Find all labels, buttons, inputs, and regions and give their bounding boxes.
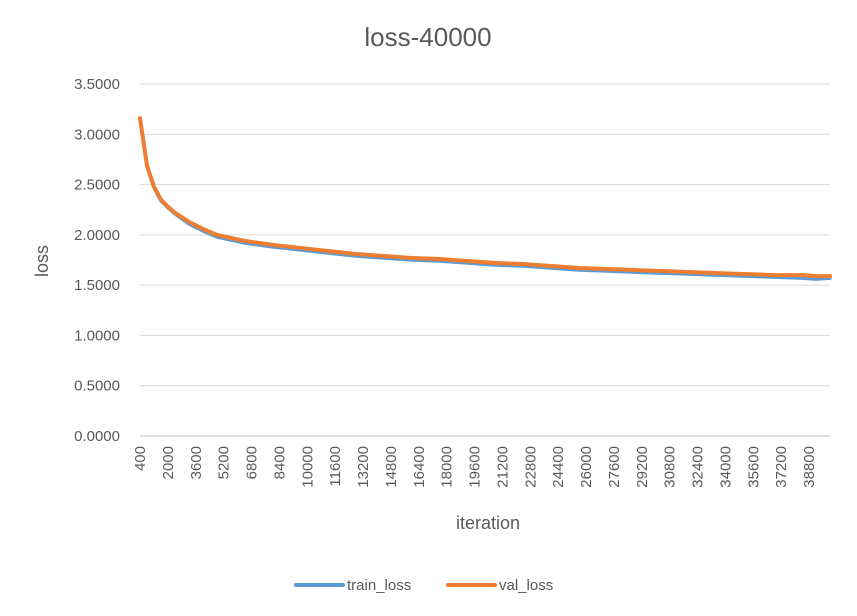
- x-tick-label: 18000: [439, 446, 456, 488]
- y-axis-title: loss: [32, 245, 52, 277]
- x-tick-label: 16400: [411, 446, 428, 488]
- x-tick-label: 27600: [606, 446, 623, 488]
- chart-legend: train_loss val_loss: [294, 577, 553, 594]
- x-tick-label: 21200: [494, 446, 511, 488]
- x-tick-label: 32400: [690, 446, 707, 488]
- x-tick-label: 30800: [662, 446, 679, 488]
- x-tick-label: 8400: [271, 446, 288, 479]
- x-tick-label: 400: [132, 446, 149, 471]
- x-tick-label: 38800: [801, 446, 818, 488]
- series-line-val-loss: [138, 116, 832, 279]
- y-tick-label: 3.5000: [74, 76, 120, 93]
- y-tick-label: 0.0000: [74, 428, 120, 445]
- series-line-train-loss: [138, 116, 832, 281]
- legend-label-val-loss: val_loss: [499, 577, 553, 594]
- x-tick-label: 5200: [216, 446, 233, 479]
- y-tick-label: 2.5000: [74, 177, 120, 194]
- x-tick-label: 13200: [355, 446, 372, 488]
- x-tick-label: 29200: [634, 446, 651, 488]
- y-tick-label: 2.0000: [74, 227, 120, 244]
- x-axis-ticks: 400 2000 3600 5200 6800 8400 10000 11600 13200 14…: [132, 446, 818, 488]
- x-tick-label: 3600: [188, 446, 205, 479]
- y-tick-label: 1.0000: [74, 327, 120, 344]
- x-tick-label: 22800: [522, 446, 539, 488]
- x-tick-label: 26000: [578, 446, 595, 488]
- x-tick-label: 11600: [327, 446, 344, 487]
- x-axis-title: iteration: [456, 513, 520, 533]
- x-tick-label: 14800: [383, 446, 400, 488]
- y-tick-label: 1.5000: [74, 277, 120, 294]
- x-tick-label: 37200: [773, 446, 790, 488]
- x-tick-label: 35600: [745, 446, 762, 488]
- x-tick-label: 19600: [467, 446, 484, 488]
- x-tick-label: 2000: [160, 446, 177, 479]
- x-tick-label: 10000: [299, 446, 316, 488]
- legend-label-train-loss: train_loss: [347, 577, 411, 594]
- y-tick-label: 3.0000: [74, 126, 120, 143]
- gridlines: [140, 83, 830, 387]
- series-lines: [138, 116, 832, 281]
- x-tick-label: 34000: [717, 446, 734, 488]
- chart-title: loss-40000: [364, 22, 491, 52]
- y-axis-ticks: 0.0000 0.5000 1.0000 1.5000 2.0000 2.5000 3.00…: [74, 76, 120, 445]
- x-tick-label: 24400: [550, 446, 567, 488]
- x-tick-label: 6800: [244, 446, 261, 479]
- y-tick-label: 0.5000: [74, 378, 120, 395]
